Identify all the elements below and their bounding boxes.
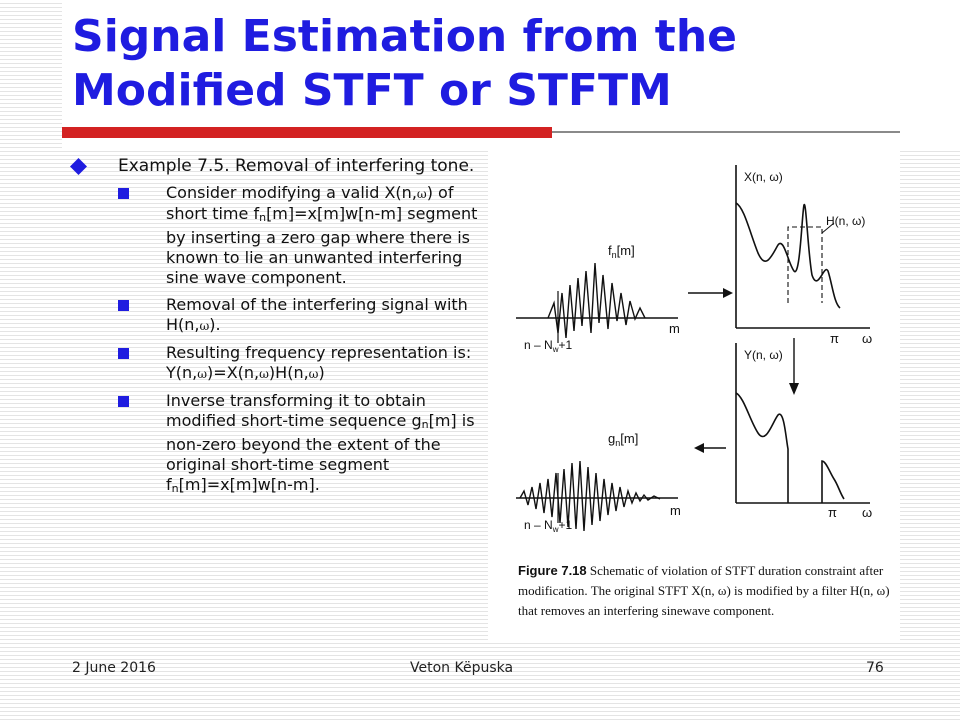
- y-label: Y(n, ω): [744, 348, 783, 362]
- bullet-3-mid1: )=X(n,: [207, 363, 260, 382]
- nw-label: n – Nw+1: [524, 518, 572, 534]
- m-axis-label: m: [669, 321, 680, 336]
- top-spectrum-plot: X(n, ω) H(n, ω) π ω: [735, 165, 872, 346]
- nw-label: n – Nw+1: [524, 338, 572, 354]
- subscript-n: n: [421, 418, 429, 431]
- caption-text: Schematic of violation of STFT duration …: [518, 563, 890, 618]
- bullet-1-pre: Consider modifying a valid X(n,: [166, 183, 417, 202]
- diamond-bullet-icon: [70, 158, 87, 175]
- fn-label: fn[m]: [608, 243, 635, 260]
- x-spectrum-curve: [735, 202, 841, 309]
- square-bullet-icon: [118, 396, 129, 407]
- bottom-time-plot: gn[m] m n – Nw+1: [516, 431, 681, 534]
- footer-date: 2 June 2016: [72, 660, 156, 676]
- square-bullet-icon: [118, 300, 129, 311]
- square-bullet-icon: [118, 348, 129, 359]
- example-text: Example 7.5. Removal of interfering tone…: [118, 156, 475, 176]
- bullet-4-post: [m]=x[m]w[n-m].: [178, 475, 320, 494]
- bullet-item-3: Resulting frequency representation is: Y…: [70, 343, 490, 384]
- bullet-item-4: Inverse transforming it to obtain modifi…: [70, 391, 490, 499]
- fn-waveform: [547, 262, 646, 339]
- omega-symbol: ω: [259, 367, 269, 381]
- bullet-3-mid2: )H(n,: [268, 363, 309, 382]
- arrow-right-icon: [688, 288, 733, 298]
- footer-author: Veton Këpuska: [410, 660, 514, 676]
- bullet-3-post: ): [318, 363, 325, 382]
- x-label: X(n, ω): [744, 170, 783, 184]
- bullet-1-post: [m]=x[m]w[n-m] segment by inserting a ze…: [166, 204, 478, 287]
- bullet-4-pre: Inverse transforming it to obtain modifi…: [166, 391, 426, 430]
- caption-figure-number: Figure 7.18: [518, 563, 587, 578]
- bullet-1-mid: ) of short time f: [166, 183, 454, 223]
- omega-axis-label-top: ω: [862, 331, 872, 346]
- pi-label-bottom: π: [828, 505, 837, 520]
- bullet-4-mid: [m] is non-zero beyond the extent of the…: [166, 411, 475, 494]
- bullet-item-1: Consider modifying a valid X(n,ω) of sho…: [70, 183, 490, 288]
- pi-label-top: π: [830, 331, 839, 346]
- m-axis-label: m: [670, 503, 681, 518]
- title-background: [62, 0, 960, 150]
- subscript-n: n: [259, 211, 267, 224]
- figure-caption: Figure 7.18 Schematic of violation of ST…: [518, 561, 898, 621]
- bullet-2-post: ).: [209, 315, 221, 334]
- omega-symbol: ω: [416, 187, 427, 201]
- example-item: Example 7.5. Removal of interfering tone…: [70, 156, 490, 177]
- title-rule-red: [62, 127, 552, 138]
- bottom-spectrum-plot: Y(n, ω) π ω: [735, 343, 872, 520]
- square-bullet-icon: [118, 188, 129, 199]
- gn-waveform: [519, 460, 661, 532]
- title-rule-gray: [552, 131, 900, 133]
- omega-symbol: ω: [199, 319, 210, 333]
- y-spectrum-curve: [735, 392, 845, 503]
- subscript-n: n: [171, 482, 179, 495]
- h-filter-gap: [787, 226, 823, 303]
- top-time-plot: fn[m] m n – Nw+1: [516, 243, 680, 354]
- arrow-left-icon: [694, 443, 726, 453]
- omega-axis-label-bottom: ω: [862, 505, 872, 520]
- slide-body: Example 7.5. Removal of interfering tone…: [70, 156, 490, 506]
- bullet-2-pre: Removal of the interfering signal with H…: [166, 295, 468, 334]
- omega-symbol: ω: [197, 367, 208, 381]
- h-label: H(n, ω): [826, 214, 865, 228]
- figure-7-18: fn[m] m n – Nw+1 X(n, ω) H(n, ω) π ω: [488, 143, 900, 640]
- bullet-item-2: Removal of the interfering signal with H…: [70, 295, 490, 336]
- bullet-3-pre: Resulting frequency representation is: Y…: [166, 343, 472, 382]
- arrow-down-icon: [789, 338, 799, 395]
- figure-drawing: fn[m] m n – Nw+1 X(n, ω) H(n, ω) π ω: [516, 165, 872, 534]
- gn-label: gn[m]: [608, 431, 638, 448]
- footer-page-number: 76: [866, 660, 884, 676]
- slide-title: Signal Estimation from the Modified STFT…: [72, 11, 738, 116]
- omega-symbol: ω: [308, 367, 319, 381]
